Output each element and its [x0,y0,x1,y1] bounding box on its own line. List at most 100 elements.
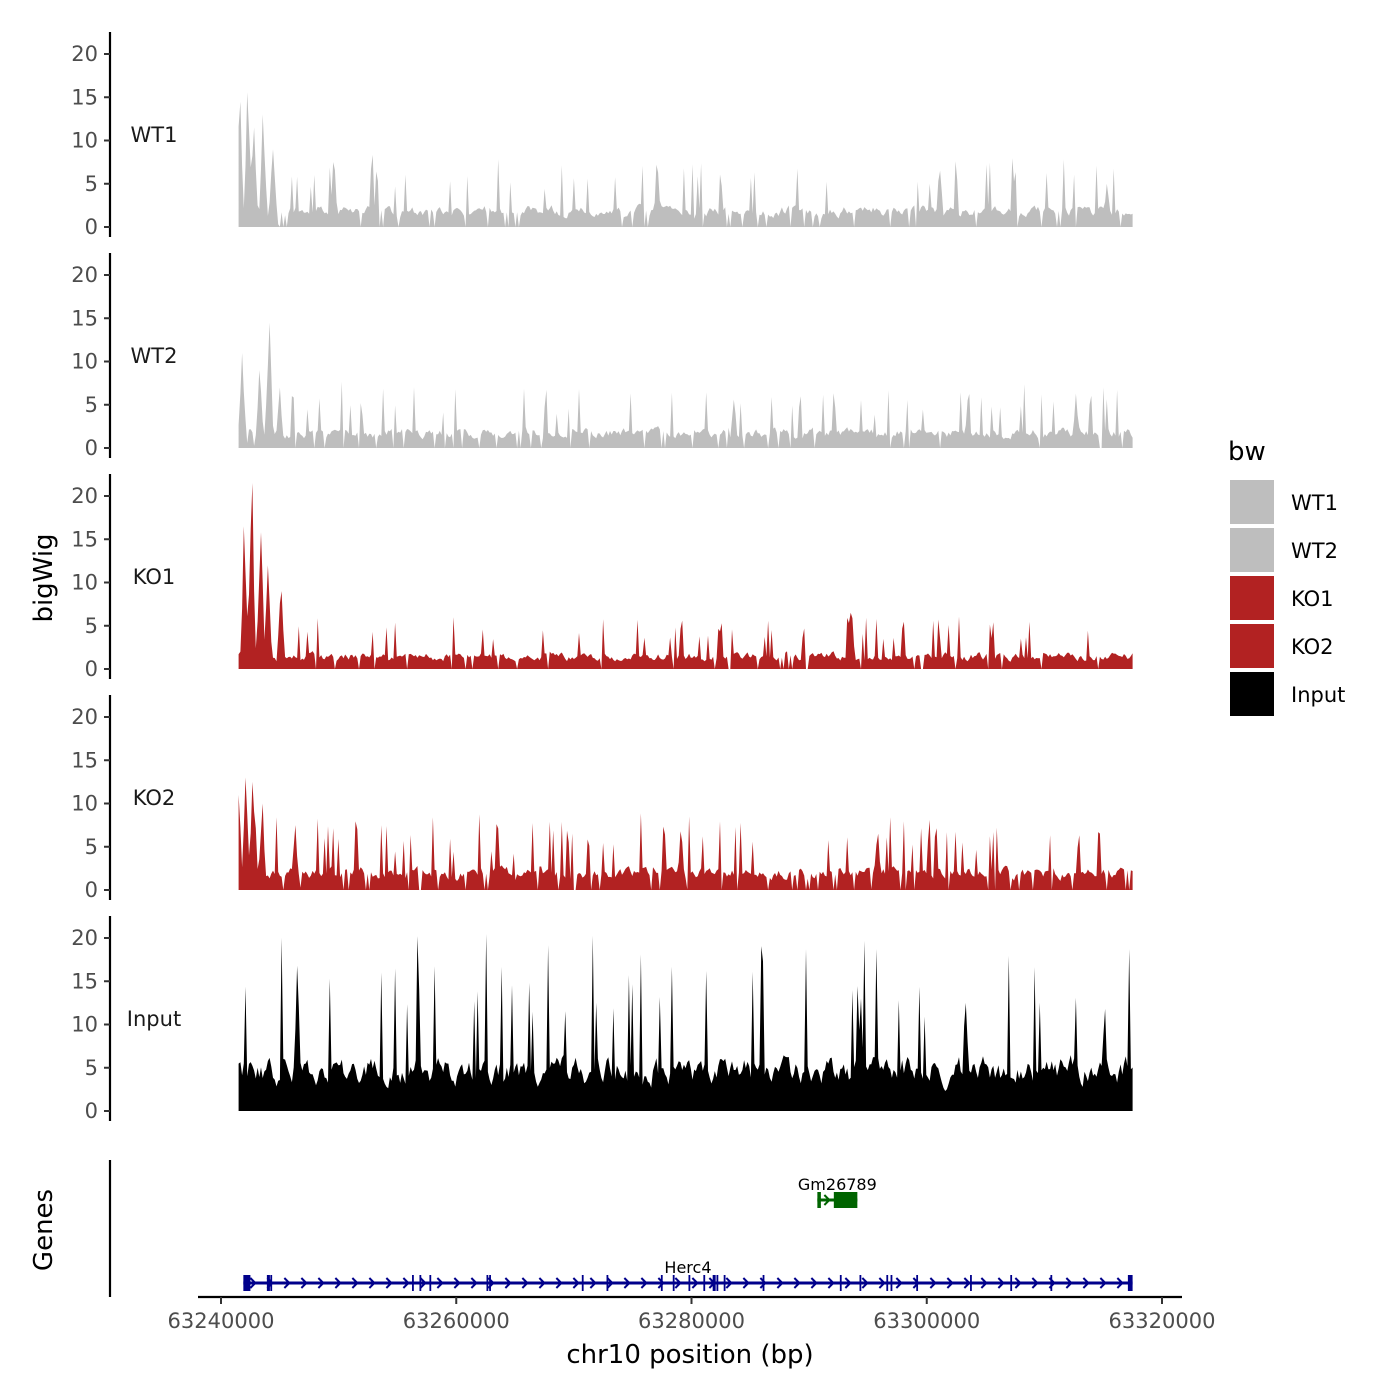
gene-herc4: Herc4 [243,1258,1133,1291]
y-tick-label: 5 [85,614,98,638]
y-tick-label: 15 [71,527,98,551]
strand-arrow [419,1277,427,1289]
strand-arrow [980,1277,988,1289]
y-tick-label: 10 [71,792,98,816]
y-tick-label: 5 [85,172,98,196]
track-panel-ko1: 0 5 10 15 20 KO1 [71,474,1133,681]
y-tick-label: 0 [85,436,98,460]
x-tick-label: 63300000 [873,1309,980,1333]
y-tick-label: 20 [71,42,98,66]
gene-label-herc4: Herc4 [664,1258,711,1277]
genes-axis-title: Genes [29,1189,59,1271]
exon-mark [890,1275,893,1291]
gene-label-gm26789: Gm26789 [798,1175,877,1194]
strand-arrow [453,1277,461,1289]
strand-arrow [283,1277,291,1289]
exon-mark [916,1275,919,1291]
strand-arrow [1014,1277,1022,1289]
strand-arrow [334,1277,342,1289]
y-tick-label: 0 [85,878,98,902]
strand-arrow [1065,1277,1073,1289]
strand-arrow [776,1277,784,1289]
strand-arrow [963,1277,971,1289]
exon-block [243,1275,251,1291]
legend-swatch-wt1 [1230,480,1274,524]
strand-arrow [759,1277,767,1289]
track-panel-wt2: 0 5 10 15 20 WT2 [71,253,1133,460]
track-panel-input: 0 5 10 15 20 Input [71,916,1133,1123]
strand-arrow [810,1277,818,1289]
coverage-area-ko2 [238,777,1133,890]
exon-mark [1010,1275,1013,1291]
exon-mark [716,1275,719,1291]
exon-mark [486,1275,489,1291]
exon-block [712,1275,716,1291]
strand-arrow [1116,1277,1124,1289]
y-axis-title: bigWig [29,533,59,622]
strand-arrow [1099,1277,1107,1289]
exon-mark [672,1275,675,1291]
y-tick-label: 0 [85,657,98,681]
strand-arrow [623,1277,631,1289]
strand-arrow [861,1277,869,1289]
legend-swatch-input [1230,672,1274,716]
exon-mark [859,1275,862,1291]
genes-panel: 63240000 63260000 63280000 63300000 63320000… [108,1160,1215,1333]
x-tick-label: 63240000 [168,1309,275,1333]
exon-mark [489,1275,491,1291]
coverage-area-input [238,934,1133,1111]
exon-mark [270,1275,273,1291]
coverage-area-ko1 [238,483,1133,669]
strand-arrow [657,1277,665,1289]
exon-block [833,1192,858,1208]
strand-arrow [538,1277,546,1289]
track-panel-ko2: 0 5 10 15 20 KO2 [71,695,1133,902]
legend-label-input: Input [1291,683,1345,707]
strand-arrow [1082,1277,1090,1289]
strand-arrow [555,1277,563,1289]
exon-block [1127,1275,1133,1291]
x-tick-label: 63280000 [638,1309,745,1333]
strand-arrow [640,1277,648,1289]
legend-swatch-wt2 [1230,528,1274,572]
strand-arrow [470,1277,478,1289]
y-tick-label: 5 [85,835,98,859]
exon-mark [660,1275,663,1291]
y-tick-label: 5 [85,1056,98,1080]
y-tick-label: 10 [71,350,98,374]
y-tick-label: 20 [71,705,98,729]
track-label-ko1: KO1 [133,565,176,589]
y-tick-label: 10 [71,571,98,595]
legend-swatch-ko1 [1230,576,1274,620]
exon-mark [581,1275,584,1291]
y-tick-label: 0 [85,215,98,239]
track-label-input: Input [127,1007,181,1031]
strand-arrow [946,1277,954,1289]
strand-arrow [742,1277,750,1289]
strand-arrow [827,1277,835,1289]
coverage-panels: 0 5 10 15 20 WT1 0 5 10 15 20 WT2 0 5 10 15 20 KO1 0 5 10 15 2… [71,32,1133,1123]
y-tick-label: 10 [71,1013,98,1037]
strand-arrow [504,1277,512,1289]
exon-block [817,1192,821,1208]
exon-mark [723,1275,726,1291]
strand-arrow [436,1277,444,1289]
y-tick-label: 5 [85,393,98,417]
strand-arrow [351,1277,359,1289]
exon-mark [703,1275,706,1291]
exon-mark [970,1275,972,1291]
exon-mark [412,1275,414,1291]
strand-arrow [878,1277,886,1289]
y-tick-label: 15 [71,306,98,330]
legend-title: bw [1228,437,1266,467]
strand-arrow [606,1277,614,1289]
strand-arrow [368,1277,376,1289]
legend-label-ko1: KO1 [1291,587,1334,611]
strand-arrow [912,1277,920,1289]
track-label-ko2: KO2 [133,786,176,810]
y-tick-label: 20 [71,926,98,950]
y-tick-label: 15 [71,748,98,772]
strand-arrow [823,1194,831,1206]
legend-label-ko2: KO2 [1291,635,1334,659]
x-axis-title: chr10 position (bp) [566,1340,813,1370]
